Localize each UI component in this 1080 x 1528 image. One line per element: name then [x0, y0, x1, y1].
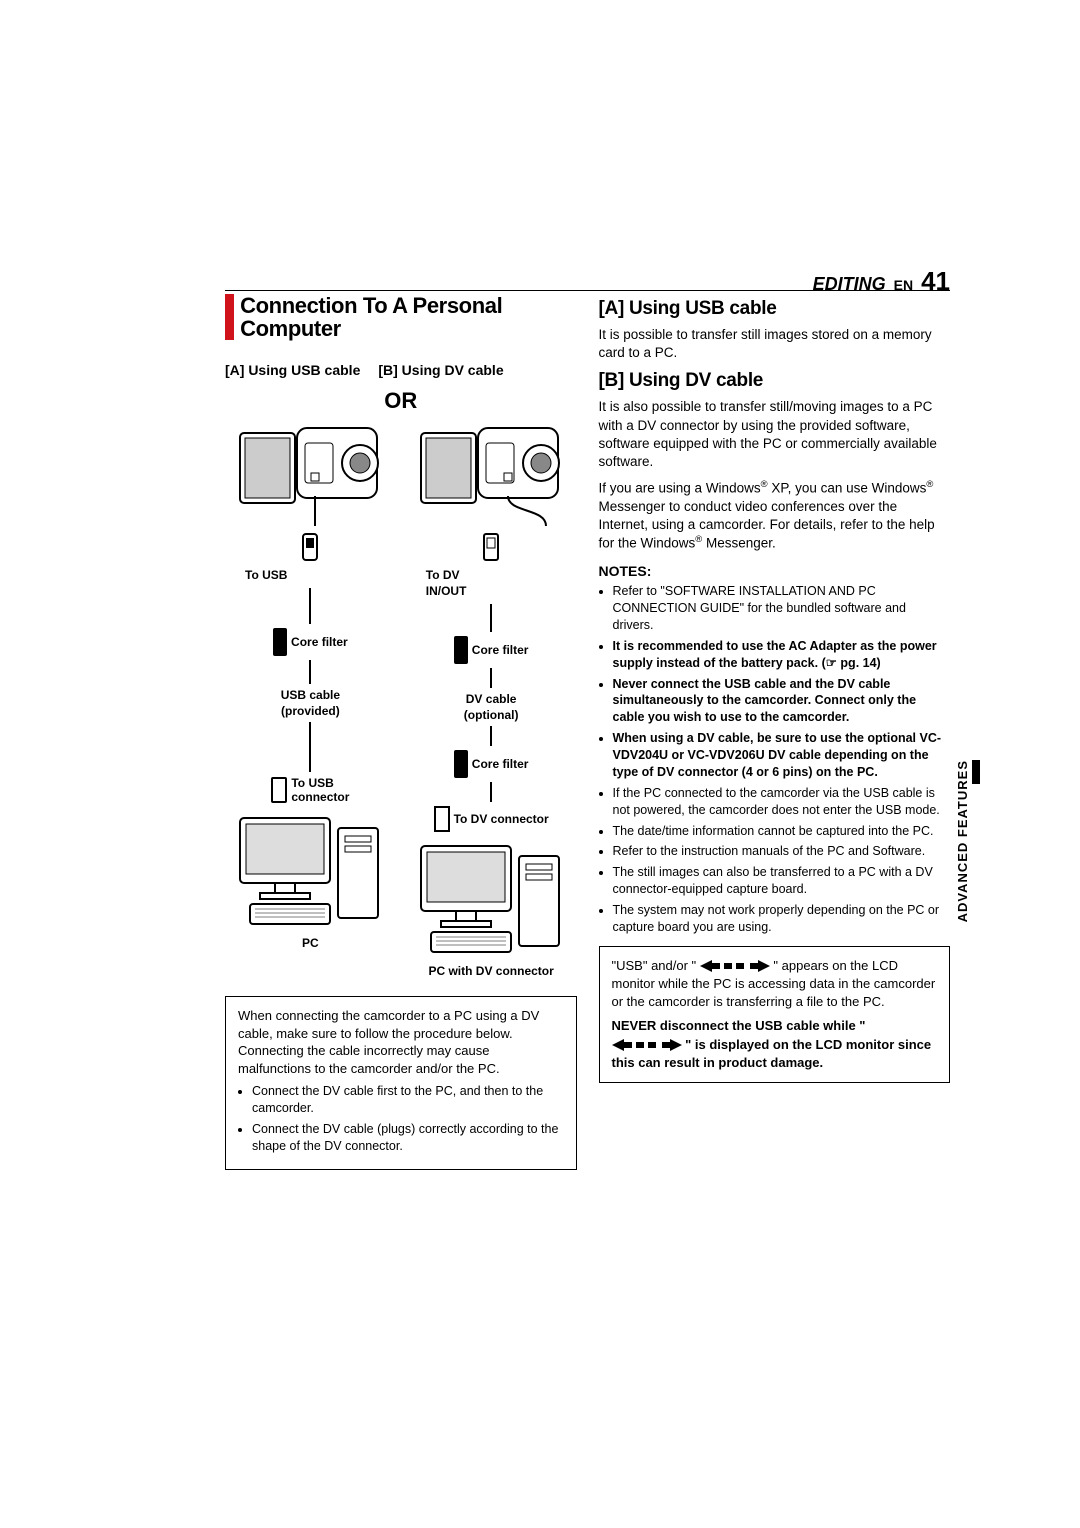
usb-box-line1: "USB" and/or " " appears on the LCD moni…: [612, 957, 938, 1012]
to-usb-conn-label-2: connector: [291, 790, 349, 804]
camcorder-dv-illustration: [416, 418, 566, 528]
red-accent-bar: [225, 294, 234, 340]
note-item-8: The still images can also be transferred…: [613, 864, 951, 898]
b-body-2-end: Messenger.: [702, 536, 776, 551]
section-name: EDITING: [813, 274, 886, 295]
cable-line: [309, 722, 311, 772]
b-body-2-pre: If you are using a Windows: [599, 481, 761, 496]
main-title-block: Connection To A Personal Computer: [225, 294, 577, 340]
reg-mark-1: ®: [761, 479, 768, 490]
dv-cable-label-2: (optional): [464, 708, 519, 722]
dv-note-bullet-1: Connect the DV cable first to the PC, an…: [252, 1083, 564, 1117]
usb-cable-label-1: USB cable: [281, 688, 340, 702]
usb-box-l2-pre: NEVER disconnect the USB cable while ": [612, 1018, 866, 1033]
option-a-label: [A] Using USB cable: [225, 362, 360, 378]
right-column: [A] Using USB cable It is possible to tr…: [599, 294, 951, 1170]
dv-connector-icon: [434, 806, 450, 832]
notes-list: Refer to "SOFTWARE INSTALLATION AND PC C…: [599, 583, 951, 936]
page-number: 41: [921, 266, 950, 297]
section-a-heading: [A] Using USB cable: [599, 298, 951, 320]
note-item-4: When using a DV cable, be sure to use th…: [613, 730, 951, 781]
dv-plug-icon: [476, 532, 506, 562]
dv-note-bullet-2: Connect the DV cable (plugs) correctly a…: [252, 1121, 564, 1155]
note-item-6: The date/time information cannot be capt…: [613, 823, 951, 840]
dv-cable-label-1: DV cable: [466, 692, 517, 706]
reg-mark-2: ®: [926, 479, 933, 490]
usb-box-l1-pre: "USB" and/or ": [612, 958, 700, 973]
or-text: OR: [384, 388, 417, 414]
transfer-arrows-icon: [700, 959, 770, 973]
sidebar-marker: [972, 760, 980, 784]
cable-line: [490, 726, 492, 746]
cable-line: [309, 588, 311, 624]
transfer-arrows-icon: [612, 1038, 682, 1052]
cable-line: [309, 660, 311, 684]
dv-connection-note-box: When connecting the camcorder to a PC us…: [225, 996, 577, 1170]
cable-line: [490, 782, 492, 802]
lang-code: EN: [894, 277, 913, 293]
core-filter-row-dv1: Core filter: [454, 636, 529, 664]
left-column: Connection To A Personal Computer [A] Us…: [225, 294, 577, 1170]
note-item-3: Never connect the USB cable and the DV c…: [613, 676, 951, 727]
note-item-7: Refer to the instruction manuals of the …: [613, 843, 951, 860]
usb-warning-box: "USB" and/or " " appears on the LCD moni…: [599, 946, 951, 1083]
cable-line: [490, 604, 492, 632]
core-filter-label-dv1: Core filter: [472, 643, 529, 657]
camcorder-diagram-row: To USB Core filter USB cable (provided) …: [225, 418, 577, 978]
cable-line: [490, 668, 492, 688]
usb-diagram-column: To USB Core filter USB cable (provided) …: [225, 418, 396, 978]
sidebar-section-label: ADVANCED FEATURES: [955, 760, 970, 922]
pc-label: PC: [302, 936, 319, 950]
usb-connector-icon: [271, 777, 287, 803]
core-filter-row-dv2: Core filter: [454, 750, 529, 778]
option-b-label: [B] Using DV cable: [378, 362, 503, 378]
or-separator: OR: [225, 388, 577, 414]
core-filter-row-1: Core filter: [273, 628, 348, 656]
main-title: Connection To A Personal Computer: [240, 294, 576, 340]
to-dv-conn-label: To DV connector: [454, 812, 549, 826]
option-labels-row: [A] Using USB cable [B] Using DV cable: [225, 362, 577, 378]
to-usb-label: To USB: [245, 568, 287, 582]
to-dv-label-2: IN/OUT: [426, 584, 467, 598]
dv-cable-label-block: DV cable (optional): [464, 692, 519, 722]
core-filter-icon: [454, 750, 468, 778]
note-item-2: It is recommended to use the AC Adapter …: [613, 638, 951, 672]
usb-bottom-plug-row: To USB connector: [271, 776, 349, 804]
core-filter-label-1: Core filter: [291, 635, 348, 649]
usb-box-line2: NEVER disconnect the USB cable while " "…: [612, 1017, 938, 1072]
notes-heading: NOTES:: [599, 563, 951, 579]
dv-bottom-plug-row: To DV connector: [434, 806, 549, 832]
to-dv-label-1: To DV: [426, 568, 467, 582]
core-filter-label-dv2: Core filter: [472, 757, 529, 771]
to-usb-conn-label-1: To USB: [291, 776, 349, 790]
note-item-9: The system may not work properly dependi…: [613, 902, 951, 936]
section-b-body-2: If you are using a Windows® XP, you can …: [599, 479, 951, 553]
pc-dv-label: PC with DV connector: [428, 964, 553, 978]
pc-dv-illustration: [411, 836, 571, 956]
note-item-5: If the PC connected to the camcorder via…: [613, 785, 951, 819]
usb-cable-label-2: (provided): [281, 704, 340, 718]
camcorder-usb-illustration: [235, 418, 385, 528]
two-column-layout: Connection To A Personal Computer [A] Us…: [225, 294, 950, 1170]
section-b-body-1: It is also possible to transfer still/mo…: [599, 398, 951, 471]
dv-diagram-column: To DV IN/OUT Core filter DV cable (optio…: [406, 418, 577, 978]
section-b-heading: [B] Using DV cable: [599, 370, 951, 392]
usb-cable-label-block: USB cable (provided): [281, 688, 340, 718]
note-item-1: Refer to "SOFTWARE INSTALLATION AND PC C…: [613, 583, 951, 634]
dv-note-bullets: Connect the DV cable first to the PC, an…: [238, 1083, 564, 1155]
to-dv-label-block: To DV IN/OUT: [426, 566, 467, 600]
core-filter-icon: [273, 628, 287, 656]
page-header: EDITING EN 41: [813, 266, 950, 297]
b-body-2-mid: XP, you can use Windows: [768, 481, 927, 496]
dv-note-intro: When connecting the camcorder to a PC us…: [238, 1007, 564, 1077]
pc-illustration: [230, 808, 390, 928]
usb-plug-icon: [295, 532, 325, 562]
section-a-body: It is possible to transfer still images …: [599, 326, 951, 362]
core-filter-icon: [454, 636, 468, 664]
